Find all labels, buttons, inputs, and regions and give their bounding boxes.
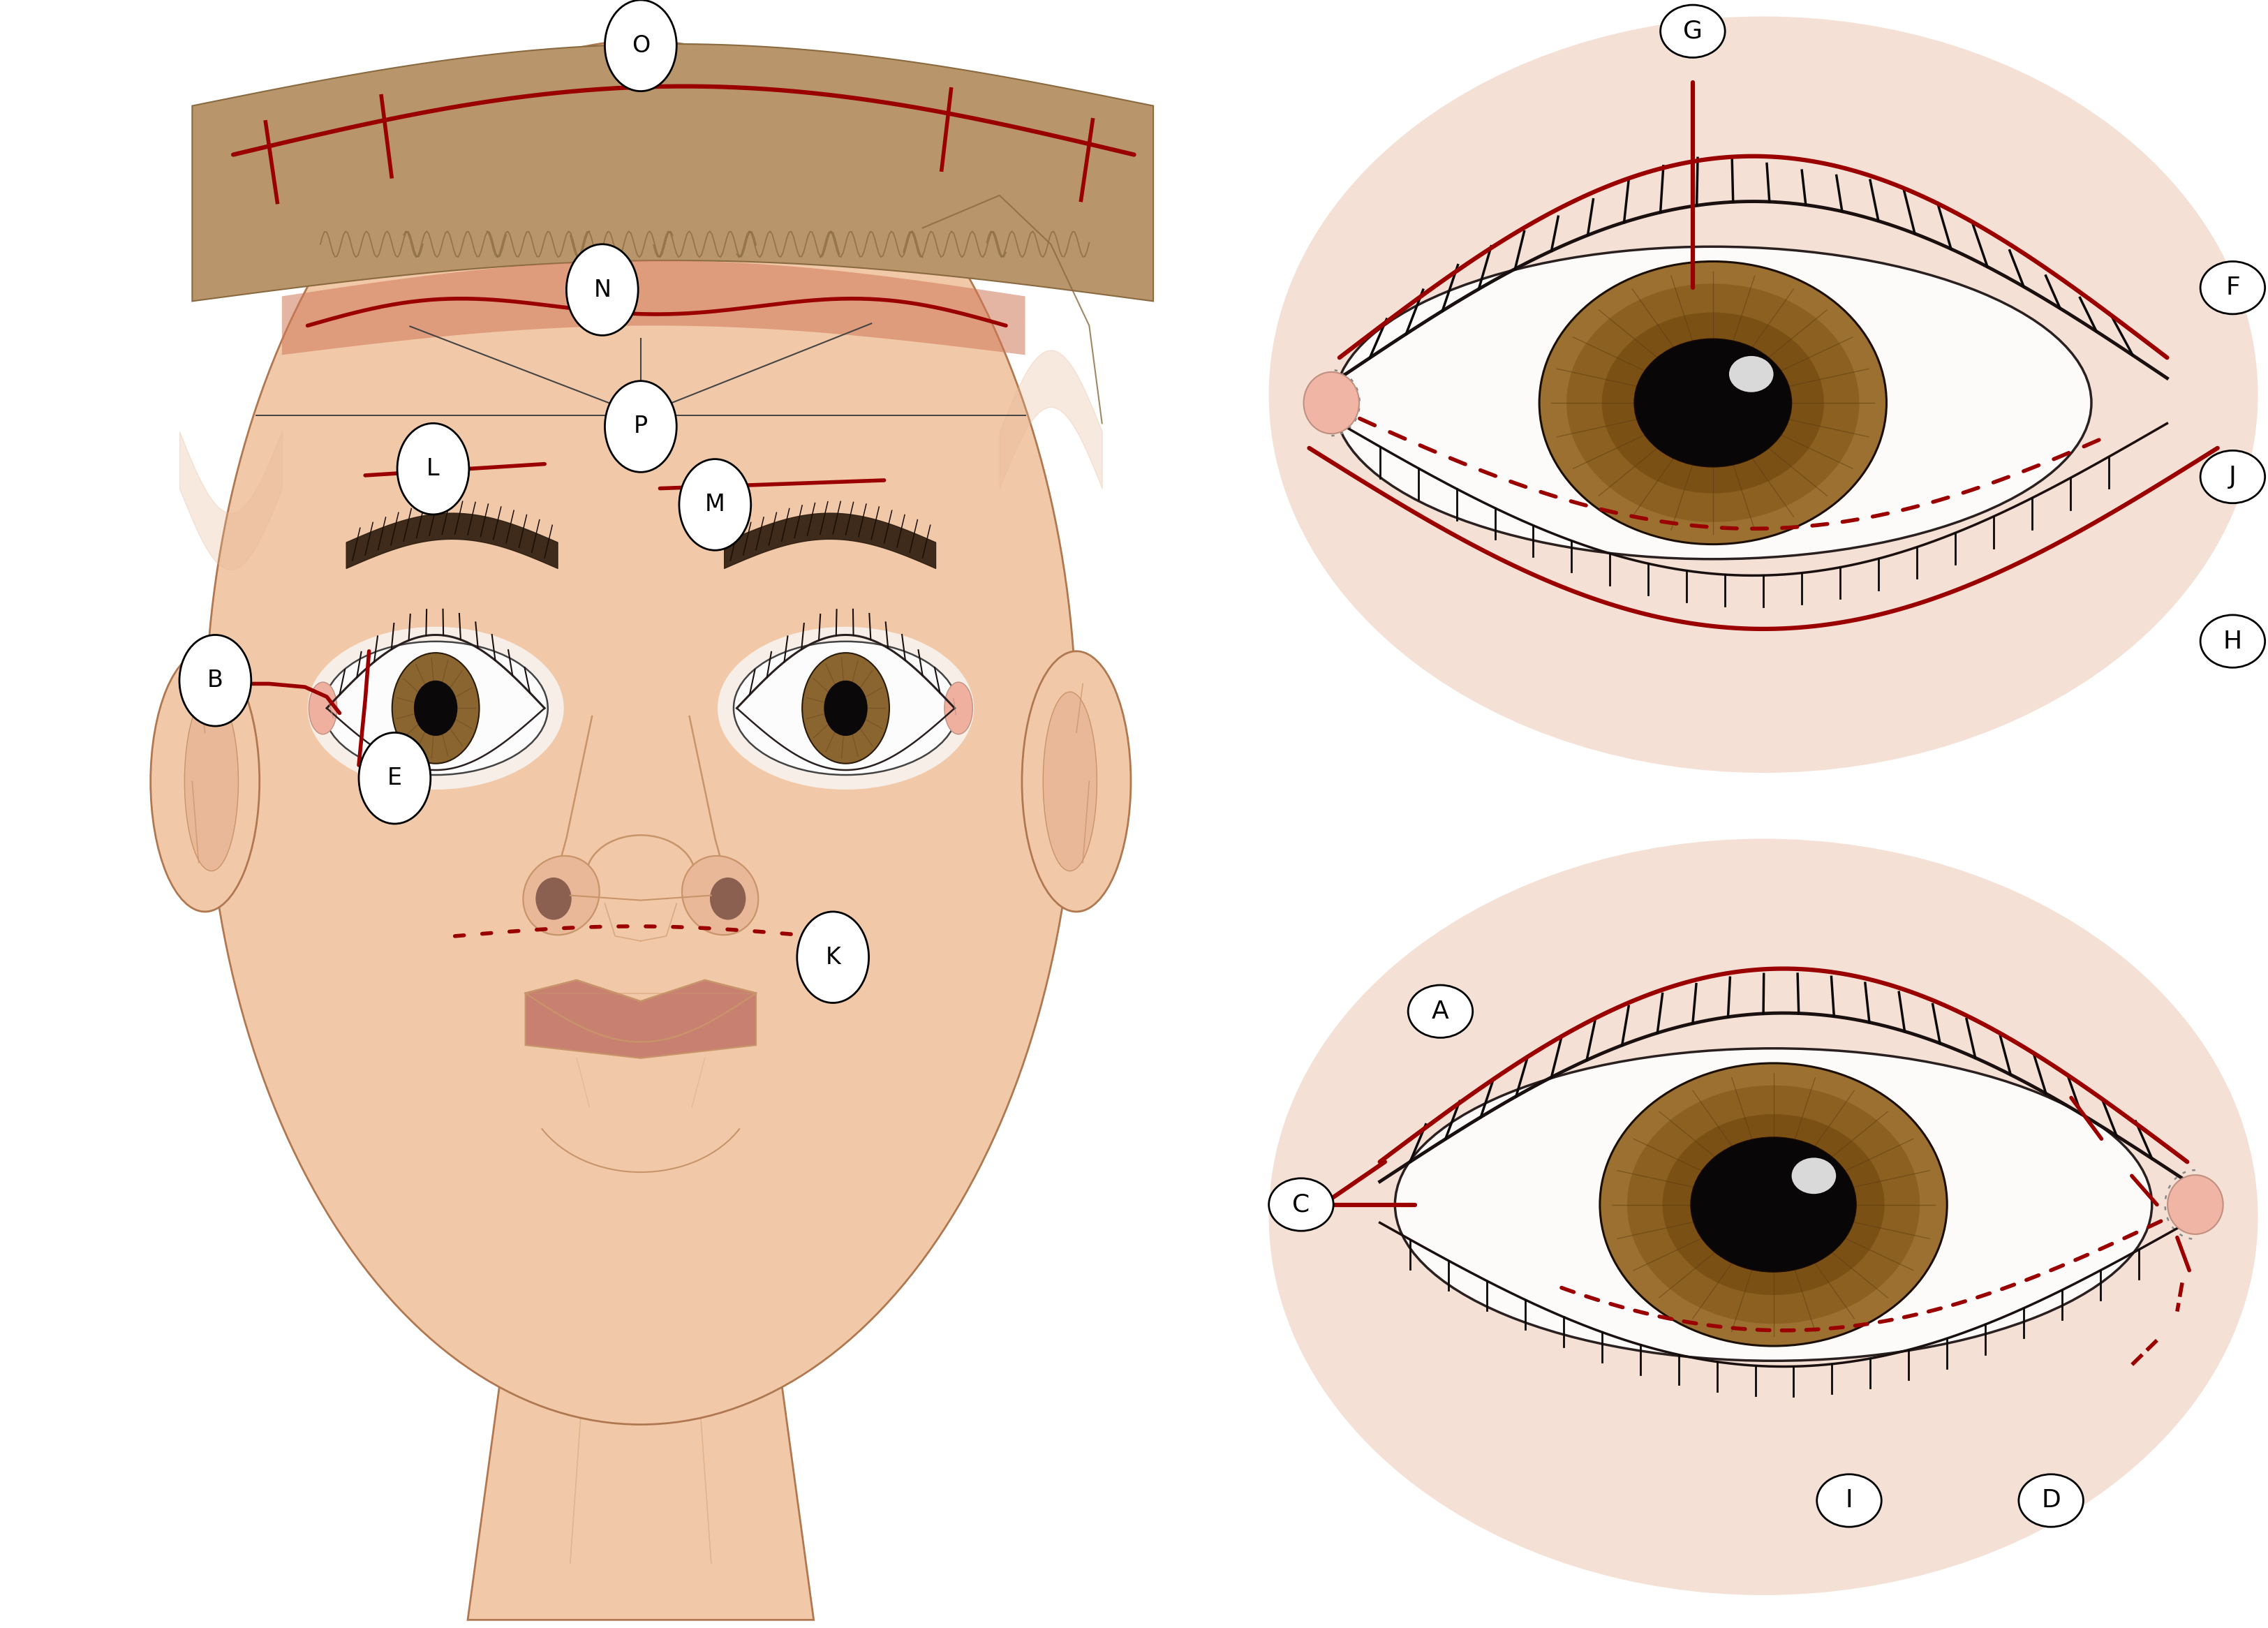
- Ellipse shape: [1268, 16, 2259, 773]
- Ellipse shape: [1304, 373, 1359, 433]
- Ellipse shape: [710, 877, 746, 920]
- Circle shape: [1660, 5, 1726, 57]
- Ellipse shape: [683, 856, 758, 934]
- Circle shape: [1599, 1063, 1946, 1346]
- Circle shape: [413, 681, 458, 736]
- Circle shape: [1408, 985, 1472, 1037]
- Circle shape: [2019, 1475, 2084, 1527]
- Circle shape: [1601, 313, 1823, 493]
- Circle shape: [1690, 1138, 1855, 1271]
- Ellipse shape: [184, 692, 238, 871]
- Text: F: F: [2225, 275, 2241, 300]
- Circle shape: [823, 681, 869, 736]
- Text: G: G: [1683, 20, 1703, 42]
- Text: P: P: [633, 415, 649, 438]
- Ellipse shape: [308, 627, 565, 790]
- Circle shape: [1626, 1086, 1919, 1324]
- Text: H: H: [2223, 630, 2243, 653]
- Circle shape: [1792, 1158, 1837, 1193]
- Text: B: B: [206, 669, 222, 692]
- Ellipse shape: [717, 627, 973, 790]
- Polygon shape: [526, 980, 755, 1058]
- Circle shape: [392, 653, 479, 764]
- Circle shape: [1728, 357, 1774, 392]
- Circle shape: [179, 635, 252, 726]
- Circle shape: [1567, 283, 1860, 523]
- Ellipse shape: [2168, 1175, 2223, 1234]
- Polygon shape: [193, 44, 1152, 301]
- Ellipse shape: [1043, 692, 1098, 871]
- Circle shape: [606, 381, 676, 472]
- Text: A: A: [1431, 1000, 1449, 1024]
- Ellipse shape: [1023, 651, 1132, 912]
- Ellipse shape: [1268, 838, 2259, 1595]
- Ellipse shape: [943, 682, 973, 734]
- Circle shape: [796, 912, 869, 1003]
- Ellipse shape: [150, 651, 259, 912]
- Text: O: O: [631, 34, 651, 57]
- Ellipse shape: [535, 877, 572, 920]
- Ellipse shape: [1334, 246, 2091, 558]
- Text: D: D: [2041, 1488, 2062, 1512]
- Circle shape: [397, 423, 469, 514]
- Text: N: N: [594, 278, 610, 301]
- Text: L: L: [426, 457, 440, 480]
- Circle shape: [1540, 262, 1887, 544]
- Circle shape: [2200, 451, 2266, 503]
- Text: C: C: [1293, 1193, 1311, 1216]
- Text: M: M: [705, 493, 726, 516]
- Circle shape: [606, 0, 676, 91]
- Circle shape: [2200, 615, 2266, 667]
- Circle shape: [567, 244, 637, 335]
- Circle shape: [358, 733, 431, 824]
- Ellipse shape: [524, 856, 599, 934]
- Polygon shape: [281, 260, 1025, 355]
- Text: E: E: [388, 767, 401, 790]
- Ellipse shape: [308, 682, 338, 734]
- Circle shape: [1268, 1179, 1334, 1231]
- Text: I: I: [1846, 1488, 1853, 1512]
- Ellipse shape: [733, 641, 957, 775]
- Ellipse shape: [204, 41, 1077, 1424]
- Ellipse shape: [1395, 1048, 2152, 1361]
- Circle shape: [2200, 262, 2266, 314]
- Ellipse shape: [324, 641, 549, 775]
- Circle shape: [1662, 1114, 1885, 1294]
- Text: J: J: [2229, 466, 2236, 488]
- Circle shape: [803, 653, 889, 764]
- Circle shape: [678, 459, 751, 550]
- Circle shape: [1817, 1475, 1882, 1527]
- Text: K: K: [826, 946, 841, 969]
- Circle shape: [1635, 339, 1792, 467]
- Polygon shape: [467, 1384, 814, 1620]
